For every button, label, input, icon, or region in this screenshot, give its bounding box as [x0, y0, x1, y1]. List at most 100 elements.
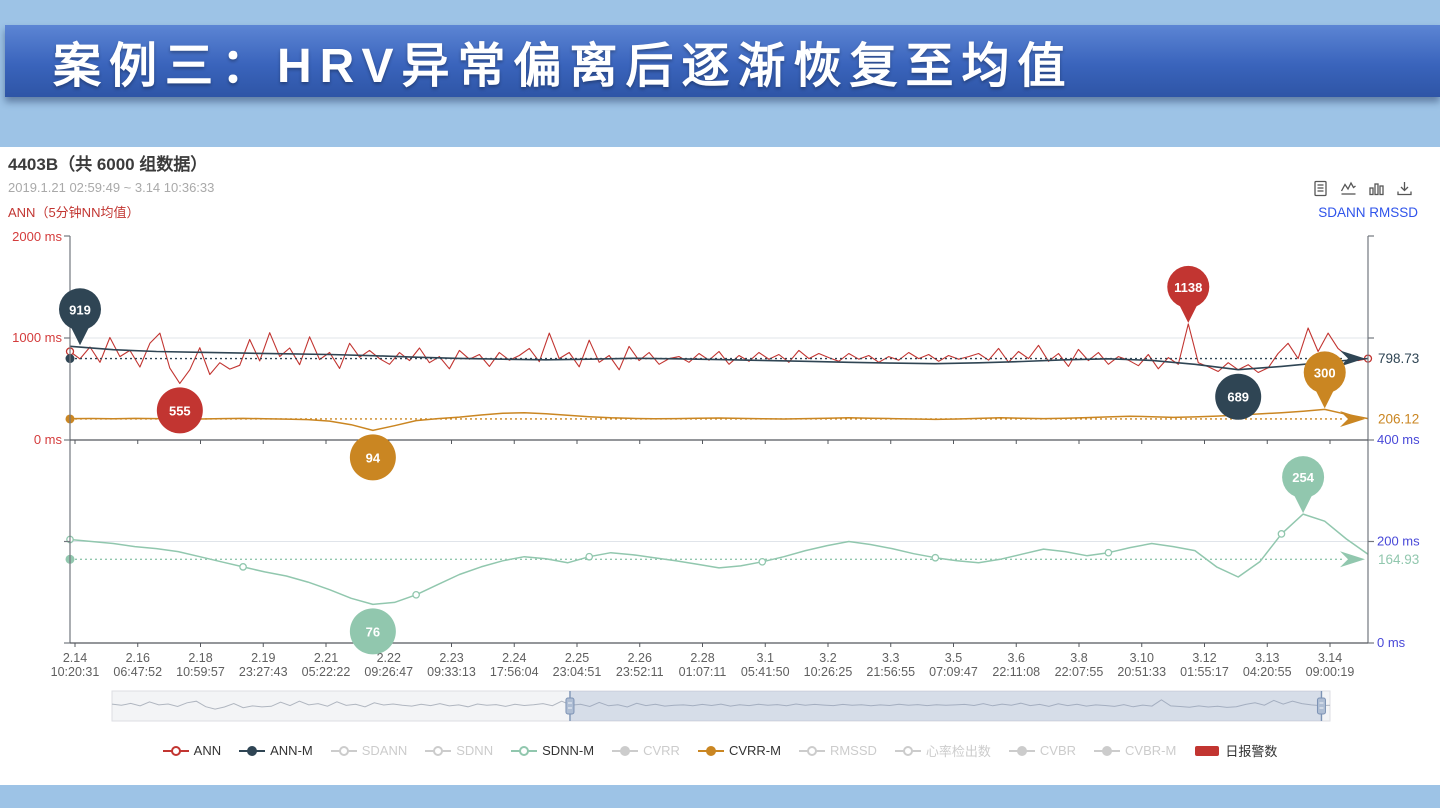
slider-handle-left[interactable]	[565, 691, 575, 721]
legend: ANN ANN-M SDANN SDNN SDNN-M CVRR CVRR-M RMSSD 心率…	[0, 741, 1440, 760]
legend-item-rmssd[interactable]: RMSSD	[798, 743, 877, 758]
sdnnm-symbol	[239, 563, 247, 571]
legend-label: SDNN-M	[542, 743, 595, 758]
legend-marker	[1008, 745, 1035, 756]
legend-label: CVRR	[643, 743, 680, 758]
legend-item-cvbr-m[interactable]: CVBR-M	[1094, 743, 1176, 758]
legend-label: CVBR-M	[1125, 743, 1177, 758]
markpoint-max-cvrr-m: 300	[1303, 351, 1346, 409]
legend-item--[interactable]: 心率检出数	[894, 741, 991, 760]
sdnnm-symbol	[585, 552, 594, 561]
datazoom-slider[interactable]	[111, 690, 1331, 722]
line-chart-icon[interactable]	[1340, 180, 1357, 197]
legend-label: RMSSD	[829, 743, 877, 758]
svg-text:1138: 1138	[1174, 280, 1202, 295]
legend-marker	[330, 745, 357, 756]
markpoint-max-ann-m: 919	[59, 288, 101, 346]
x-axis-label: 2.19 23:27:43	[239, 651, 288, 679]
markpoint-max-sdnn-m: 254	[1282, 456, 1325, 514]
legend-item-ann-m[interactable]: ANN-M	[239, 743, 313, 758]
slider-selected-window	[569, 691, 1322, 721]
x-axis-label: 2.22 09:26:47	[364, 651, 413, 679]
slide-title: 案例三：HRV异常偏离后逐渐恢复至均值	[53, 40, 1074, 93]
x-axis-label: 3.6 22:11:08	[992, 651, 1040, 679]
legend-item-ann[interactable]: ANN	[162, 743, 222, 758]
series-sdnn-m-mean-arrow	[1340, 551, 1365, 568]
left-axis-tick-label: 2000 ms	[12, 229, 62, 244]
svg-text:300: 300	[1314, 365, 1336, 380]
bottom-blue-strip	[0, 785, 1440, 808]
svg-text:919: 919	[69, 302, 91, 317]
x-axis-label: 3.8 22:07:55	[1055, 651, 1104, 679]
legend-marker	[798, 745, 825, 756]
legend-item--[interactable]: 日报警数	[1194, 741, 1277, 760]
x-axis-label: 2.16 06:47:52	[113, 651, 162, 679]
legend-label: 日报警数	[1225, 744, 1278, 759]
svg-text:94: 94	[366, 450, 381, 465]
legend-item-sdann[interactable]: SDANN	[330, 743, 408, 758]
left-axis-series-label: ANN（5分钟NN均值）	[8, 205, 140, 220]
x-axis-label: 2.14 10:20:31	[51, 651, 100, 679]
legend-item-sdnn-m[interactable]: SDNN-M	[511, 743, 594, 758]
chart-title: 4403B（共 6000 组数据）	[8, 155, 208, 174]
svg-text:254: 254	[1292, 470, 1314, 485]
x-axis-label: 3.2 10:26:25	[804, 651, 853, 679]
markpoint-min-ann-m: 689	[1215, 373, 1262, 420]
x-axis-label: 3.1 05:41:50	[741, 651, 790, 679]
markpoint-min-sdnn-m: 76	[349, 608, 396, 655]
legend-label: ANN-M	[270, 743, 313, 758]
legend-label: SDANN	[361, 743, 408, 758]
legend-item-cvrr-m[interactable]: CVRR-M	[697, 743, 781, 758]
slider-handle-right[interactable]	[1316, 691, 1326, 721]
x-axis-label: 3.3 21:56:55	[866, 651, 915, 679]
hrv-chart: 798.73 206.12 164.93 2000 ms 1000 ms 0 ms 400 …	[12, 229, 1420, 722]
legend-item-cvrr[interactable]: CVRR	[612, 743, 680, 758]
svg-text:76: 76	[366, 624, 380, 639]
x-axis-label: 2.21 05:22:22	[302, 651, 351, 679]
x-axis-label: 2.25 23:04:51	[553, 651, 602, 679]
right-axis-tick-label: 400 ms	[1377, 432, 1420, 447]
sdnnm-symbol	[931, 553, 940, 562]
legend-marker	[894, 745, 921, 756]
x-axis-label: 2.23 09:33:13	[427, 651, 476, 679]
x-axis-label: 3.10 20:51:33	[1117, 651, 1166, 679]
series-line-sdnn-m	[69, 513, 1369, 606]
right-axis-tick-label: 200 ms	[1377, 534, 1420, 549]
download-icon[interactable]	[1396, 180, 1413, 197]
x-axis-label: 2.26 23:52:11	[616, 651, 664, 679]
left-axis-tick-label: 1000 ms	[12, 330, 62, 345]
svg-text:555: 555	[169, 403, 191, 418]
x-axis-label: 2.28 01:07:11	[679, 651, 727, 679]
legend-marker	[612, 745, 639, 756]
legend-marker	[425, 745, 452, 756]
data-view-icon[interactable]	[1312, 180, 1329, 197]
title-banner: 案例三：HRV异常偏离后逐渐恢复至均值	[5, 25, 1440, 97]
sdnnm-symbol	[1277, 530, 1286, 538]
slider-waveform	[111, 699, 1331, 710]
left-axis-tick-label: 0 ms	[34, 432, 63, 447]
markpoint-max-ann: 1138	[1167, 265, 1210, 323]
legend-label: CVRR-M	[728, 743, 781, 758]
sdnnm-symbol	[1104, 548, 1113, 557]
series-line-ann	[69, 323, 1369, 384]
legend-marker	[1195, 745, 1220, 756]
bar-chart-icon[interactable]	[1368, 180, 1385, 197]
right-axis-series-label[interactable]: SDANN RMSSD	[1318, 205, 1418, 220]
legend-item-sdnn[interactable]: SDNN	[425, 743, 493, 758]
x-axis-label: 2.24 17:56:04	[490, 651, 539, 679]
legend-item-cvbr[interactable]: CVBR	[1008, 743, 1076, 758]
legend-label: ANN	[193, 743, 222, 758]
legend-label: 心率检出数	[925, 744, 991, 759]
series-ann-m-mean-arrow	[1340, 350, 1365, 367]
series-line-ann-m	[69, 345, 1369, 371]
legend-marker	[162, 745, 189, 756]
svg-text:689: 689	[1227, 390, 1249, 405]
slider-track	[111, 690, 1331, 722]
markpoint-min-ann: 555	[156, 387, 203, 434]
right-axis-tick-label: 0 ms	[1377, 635, 1406, 650]
series-cvrr-m-mean-value: 206.12	[1378, 411, 1419, 426]
series-ann-m-mean-value: 798.73	[1378, 351, 1419, 366]
series-sdnn-m-mean-value: 164.93	[1378, 552, 1419, 567]
legend-marker	[697, 745, 724, 756]
